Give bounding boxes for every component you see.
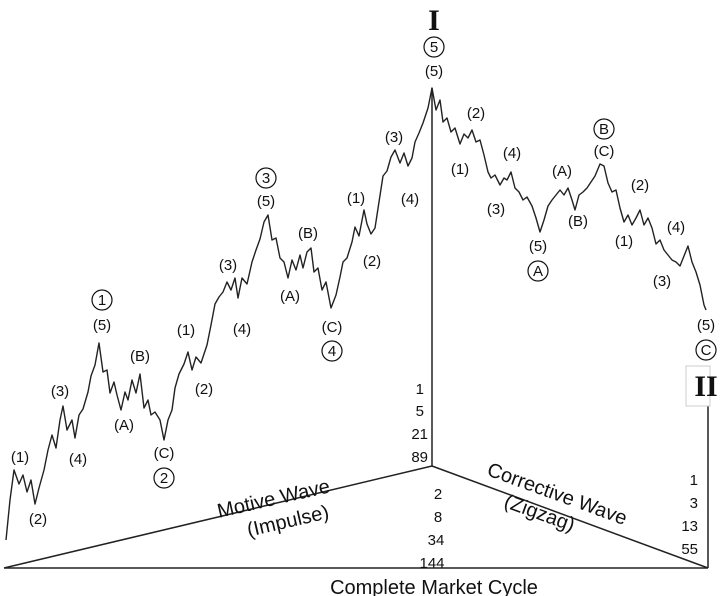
label-wave-1-sub5: (5) bbox=[93, 317, 111, 334]
label-sub5-4: (4) bbox=[401, 191, 419, 208]
cycle-marker-bottom-box bbox=[685, 365, 711, 407]
label-corr-C-3: (3) bbox=[653, 273, 671, 290]
fib-right-1: 1 bbox=[690, 472, 698, 489]
label-wave-4-B: (B) bbox=[298, 225, 318, 242]
label-sub5-1: (1) bbox=[347, 190, 365, 207]
label-corr-A-1: (1) bbox=[451, 161, 469, 178]
label-corr-C-2: (2) bbox=[631, 177, 649, 194]
fib-center-1: 2 bbox=[434, 486, 442, 503]
label-corr-C-5: (5) bbox=[697, 317, 715, 334]
fib-peak-4: 89 bbox=[411, 449, 428, 466]
label-wave-4-circled: 4 bbox=[328, 343, 336, 360]
label-corr-A-4: (4) bbox=[503, 145, 521, 162]
cycle-marker-bottom: II bbox=[694, 370, 717, 403]
circle-2 bbox=[153, 467, 175, 489]
fib-right-3: 13 bbox=[681, 518, 698, 535]
circle-1 bbox=[91, 289, 113, 311]
market-wave-line bbox=[5, 87, 707, 541]
label-corr-A-2: (2) bbox=[467, 105, 485, 122]
circle-A bbox=[527, 260, 549, 282]
label-wave-A-circled: A bbox=[533, 263, 543, 280]
label-wave-4-C: (C) bbox=[322, 319, 343, 336]
circle-B bbox=[593, 118, 615, 140]
label-wave-C-circled: C bbox=[701, 342, 712, 359]
fib-peak-2: 5 bbox=[416, 403, 424, 420]
label-corr-C-4: (4) bbox=[667, 219, 685, 236]
label-sub1-4: (4) bbox=[69, 451, 87, 468]
label-sub1-2: (2) bbox=[29, 511, 47, 528]
label-wave-B-circled: B bbox=[599, 121, 609, 138]
label-sub3-4: (4) bbox=[233, 321, 251, 338]
label-wave-4-A: (A) bbox=[280, 288, 300, 305]
complete-market-cycle-caption: Complete Market Cycle bbox=[330, 577, 538, 596]
cycle-marker-top: I bbox=[428, 4, 440, 37]
label-sub5-3: (3) bbox=[385, 129, 403, 146]
label-sub5-2: (2) bbox=[363, 253, 381, 270]
motive-diagonal-line bbox=[3, 465, 433, 569]
label-wave-2-B: (B) bbox=[130, 348, 150, 365]
circle-C bbox=[695, 339, 717, 361]
label-wave-1-circled: 1 bbox=[98, 292, 106, 309]
fib-center-4: 144 bbox=[419, 555, 444, 572]
corrective-diagonal-line bbox=[431, 465, 709, 569]
label-sub3-2: (2) bbox=[195, 381, 213, 398]
label-sub1-1: (1) bbox=[11, 449, 29, 466]
fib-peak-1: 1 bbox=[416, 381, 424, 398]
label-sub3-1: (1) bbox=[177, 322, 195, 339]
label-wave-3-circled: 3 bbox=[262, 170, 270, 187]
label-wave-B-sub-C: (C) bbox=[594, 143, 615, 160]
label-sub3-3: (3) bbox=[219, 257, 237, 274]
label-wave-3-sub5: (5) bbox=[257, 193, 275, 210]
label-corr-A-3: (3) bbox=[487, 201, 505, 218]
fib-right-4: 55 bbox=[681, 541, 698, 558]
label-wave-5-circled: 5 bbox=[430, 39, 438, 56]
circle-5 bbox=[423, 36, 445, 58]
corrective-caption-group: Corrective Wave (Zigzag) bbox=[484, 459, 630, 537]
label-corr-B-B: (B) bbox=[568, 213, 588, 230]
label-corr-A-5: (5) bbox=[529, 238, 547, 255]
fib-center-2: 8 bbox=[434, 509, 442, 526]
label-wave-2-circled: 2 bbox=[160, 470, 168, 487]
motive-caption-group: Motive Wave (Impulse) bbox=[215, 476, 332, 542]
circle-3 bbox=[255, 167, 277, 189]
fib-center-3: 34 bbox=[428, 532, 445, 549]
fib-peak-3: 21 bbox=[411, 426, 428, 443]
label-corr-B-A: (A) bbox=[552, 163, 572, 180]
label-corr-C-1: (1) bbox=[615, 233, 633, 250]
label-sub1-3: (3) bbox=[51, 383, 69, 400]
circle-4 bbox=[321, 340, 343, 362]
label-wave-5-sub5: (5) bbox=[425, 63, 443, 80]
label-wave-2-C: (C) bbox=[154, 445, 175, 462]
label-wave-2-A: (A) bbox=[114, 417, 134, 434]
fib-right-2: 3 bbox=[690, 495, 698, 512]
